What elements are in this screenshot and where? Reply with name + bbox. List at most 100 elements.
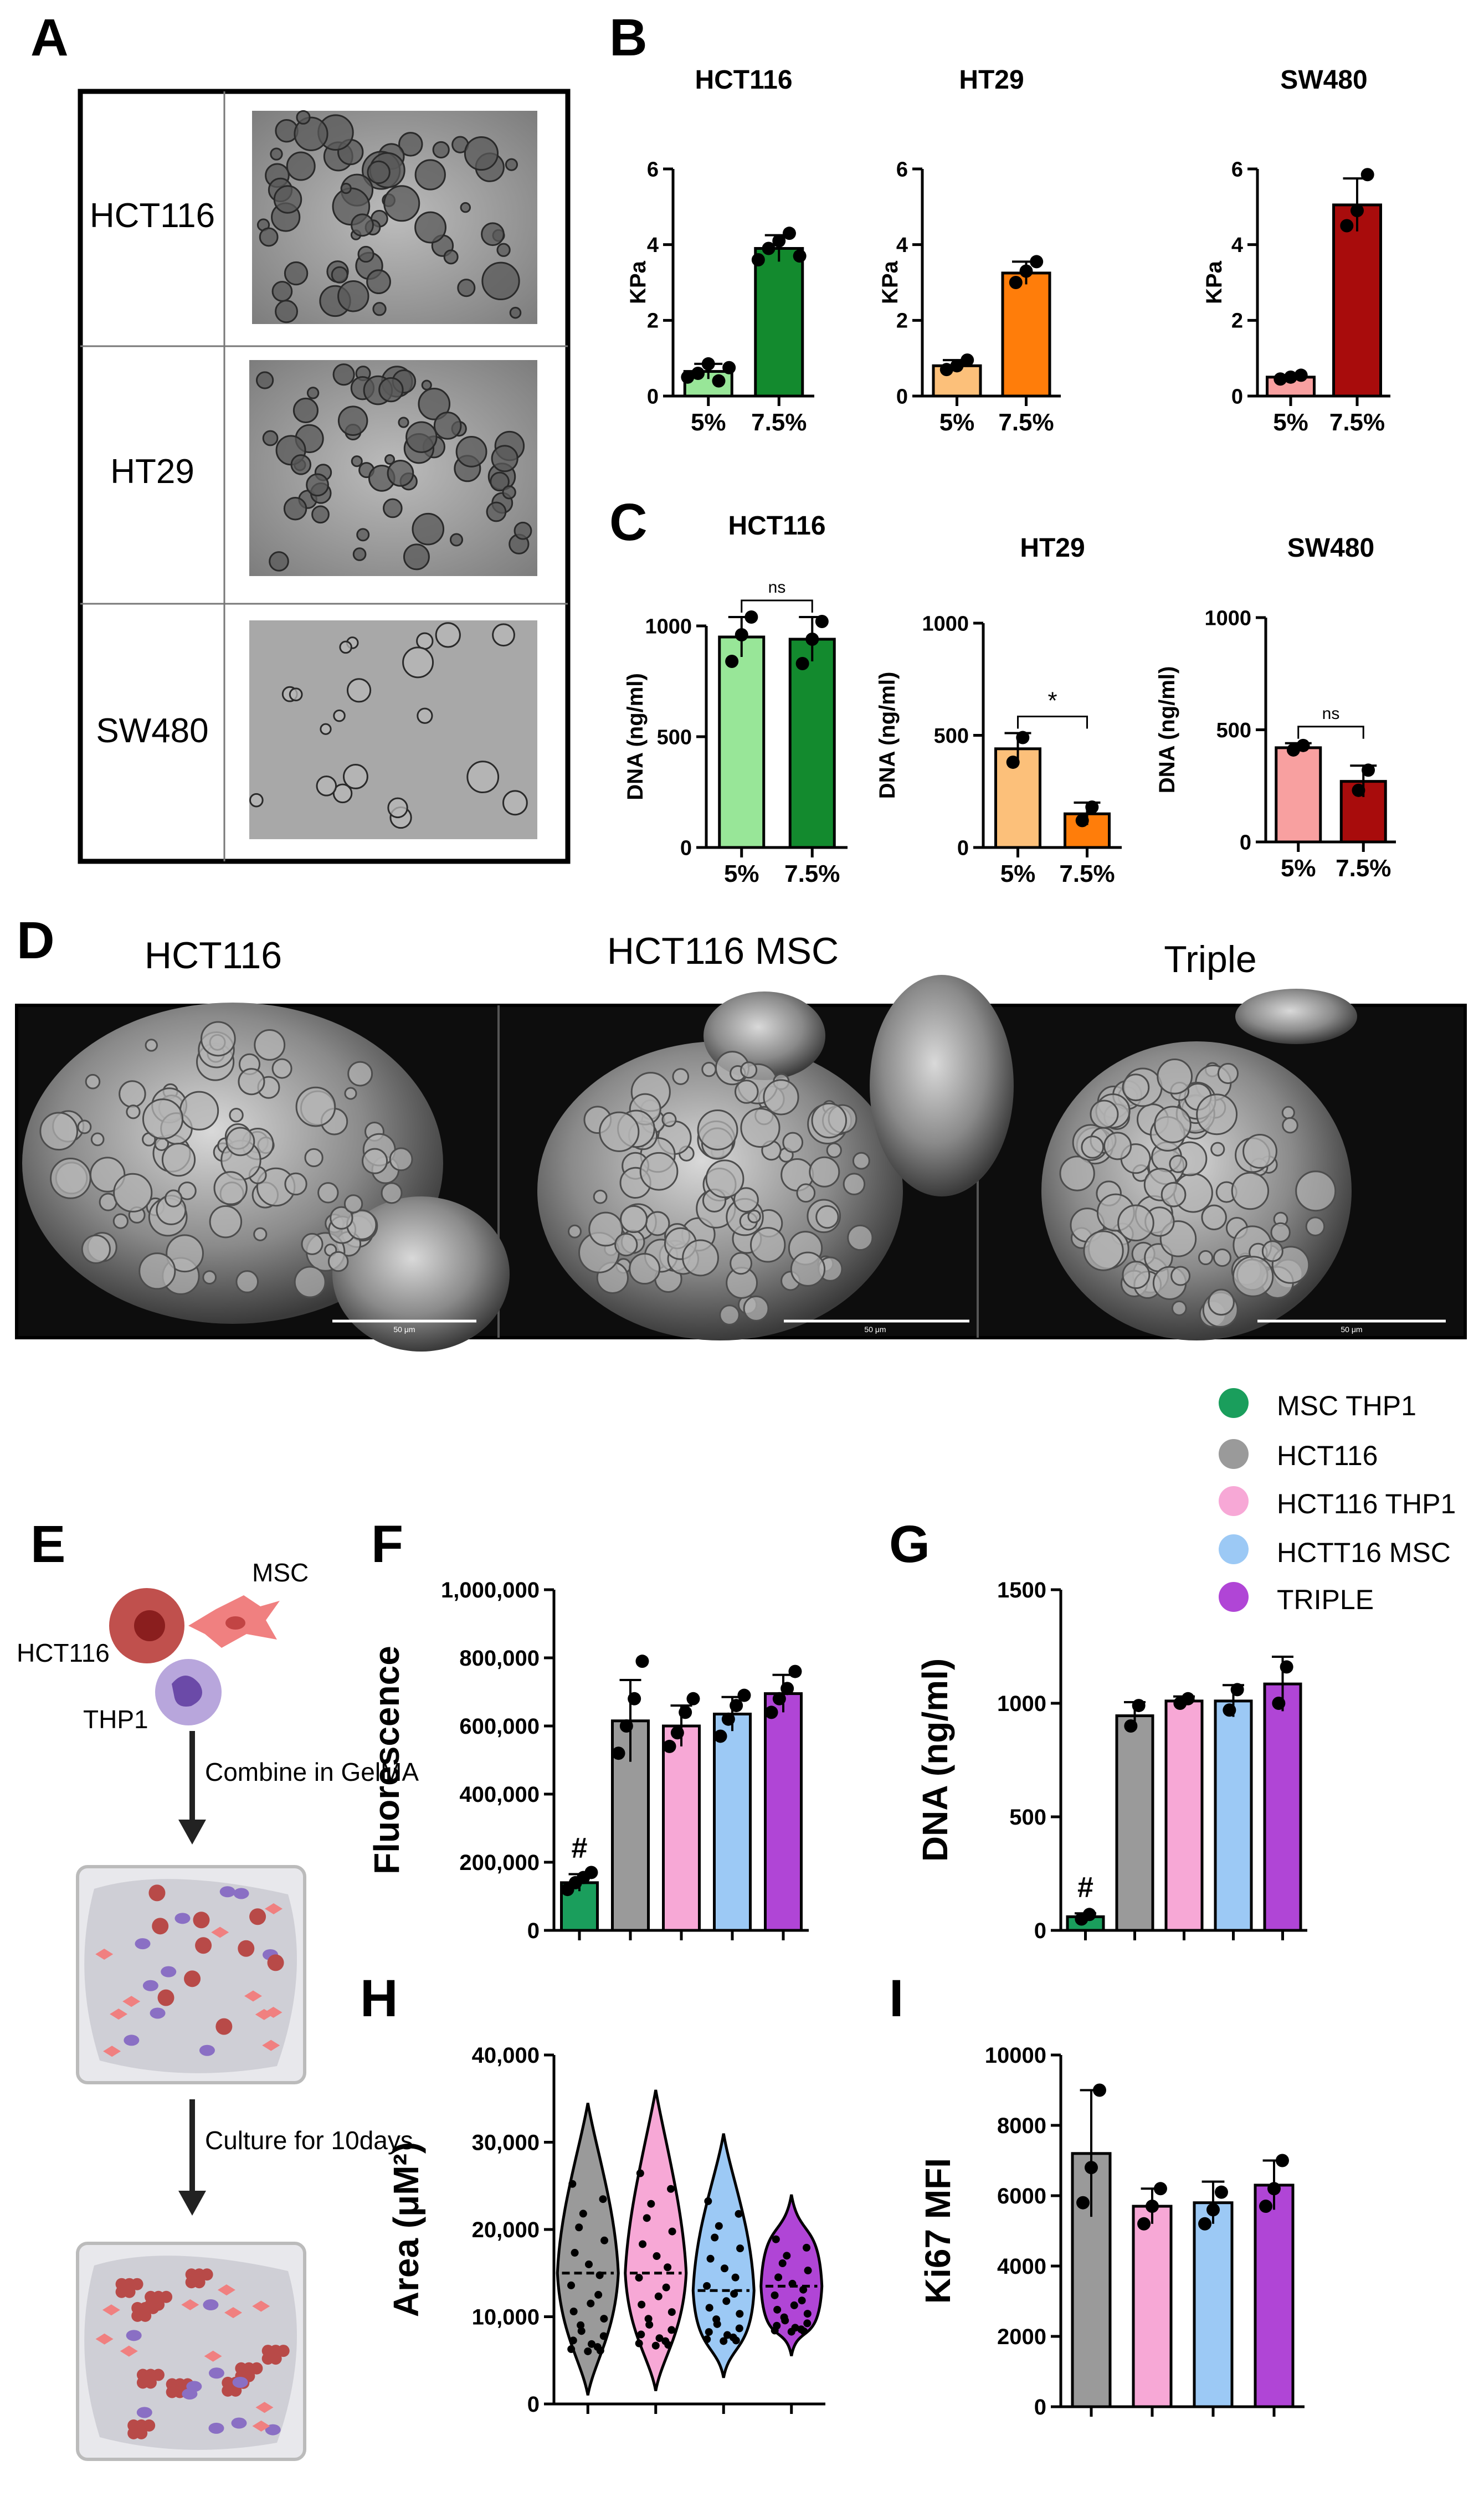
sem-cell: [1282, 1117, 1298, 1134]
sem-cell: [1217, 1062, 1239, 1085]
significance-label: ns: [768, 578, 786, 597]
legend-label-triple: TRIPLE: [1277, 1584, 1374, 1615]
y-axis-label: Ki67 MFI: [918, 2158, 958, 2304]
micro-cell: [384, 454, 396, 465]
bar: [1001, 271, 1051, 398]
violin-point: [661, 2337, 670, 2345]
cell-label-hct116: HCT116: [17, 1638, 110, 1667]
micro-cell: [421, 379, 432, 391]
gel-thp1-cell: [126, 2330, 142, 2341]
y-tick-label: 500: [934, 725, 969, 748]
violin-point: [571, 2249, 579, 2257]
gel-tumor-cell: [157, 1989, 174, 2006]
sem-cell: [614, 1232, 638, 1257]
y-tick-label: 4000: [997, 2254, 1046, 2279]
gel-tumor-cell: [152, 2369, 165, 2381]
y-tick-label: 0: [647, 385, 659, 408]
violin-point: [773, 2305, 782, 2314]
msc-cell-icon: [188, 1595, 280, 1648]
bar: [662, 1724, 701, 1932]
y-tick-label: 30,000: [472, 2131, 540, 2155]
micro-cell: [509, 306, 522, 319]
micro-cell: [311, 505, 330, 524]
violin-point: [579, 2210, 587, 2218]
micro-cell: [270, 147, 283, 161]
y-tick-label: 1000: [922, 612, 969, 635]
y-tick-label: 0: [896, 385, 908, 408]
micro-cell: [294, 116, 328, 151]
bar: [1132, 2205, 1173, 2408]
y-tick-label: 4: [647, 234, 659, 257]
micro-cell: [496, 243, 511, 257]
significance-label: ns: [1322, 705, 1340, 723]
data-point: [691, 367, 705, 380]
sem-cell: [620, 1205, 648, 1234]
micro-cell: [249, 793, 264, 808]
violin-point: [803, 2319, 812, 2328]
gel-msc-cell: [264, 1903, 283, 1914]
sem-cell: [347, 1061, 373, 1087]
panel-d: HCT116 HCT116 MSC Triple 50 μm 50 μm 50 …: [15, 930, 1467, 1352]
legend-swatch-hct116-thp1: [1219, 1486, 1249, 1516]
annotation-label: #: [572, 1832, 588, 1864]
sem-cell: [1122, 1073, 1150, 1101]
gel-tumor-cell: [249, 1908, 266, 1925]
violin-point: [575, 2223, 583, 2232]
micro-cell: [398, 132, 423, 157]
violin-point: [600, 2236, 609, 2244]
violin-point: [599, 2195, 607, 2203]
violin-point: [788, 2279, 797, 2288]
panel-d-title-triple: Triple: [1164, 938, 1257, 980]
chart-title: HT29: [959, 65, 1024, 95]
panel-a-row-label-sw480: SW480: [96, 712, 208, 750]
sem-cell: [284, 1172, 307, 1196]
sem-cell: [200, 1021, 236, 1057]
gel-thp1-cell: [203, 2299, 219, 2311]
data-point: [1340, 219, 1354, 233]
data-point: [788, 1664, 802, 1678]
data-point: [713, 1729, 727, 1743]
bar: [754, 247, 804, 398]
micro-cell: [275, 300, 299, 323]
sem-cell: [1122, 1261, 1151, 1289]
y-axis-label: DNA (ng/ml): [915, 1658, 955, 1862]
sem-cell: [389, 1147, 413, 1172]
data-point: [619, 1719, 633, 1733]
sem-cell: [815, 1205, 839, 1229]
micro-cell: [405, 421, 438, 453]
data-point: [1082, 1908, 1096, 1922]
gel-thp1-cell: [232, 2376, 248, 2388]
data-point: [681, 370, 695, 384]
x-tick-label: 7.5%: [751, 409, 807, 436]
sem-cell: [750, 1227, 786, 1263]
x-tick-label: 5%: [1281, 855, 1316, 882]
sem-cell: [672, 1068, 690, 1085]
sem-cell: [142, 1098, 184, 1140]
sem-cell: [209, 1205, 243, 1239]
y-tick-label: 6: [647, 158, 659, 181]
micro-cell: [352, 547, 367, 561]
micro-cell: [366, 269, 391, 295]
gel-thp1-cell: [124, 2035, 140, 2046]
gel-tumor-cell: [131, 2278, 143, 2290]
violin-point: [772, 2235, 780, 2243]
y-tick-label: 2: [647, 310, 659, 333]
gel-tumor-cell: [267, 1954, 284, 1971]
sem-cell: [178, 1181, 197, 1200]
micro-cell: [416, 632, 434, 650]
y-tick-label: 4: [1231, 234, 1243, 257]
gel-msc-cell: [255, 2402, 274, 2413]
data-point: [1019, 264, 1033, 278]
violin-point: [636, 2169, 644, 2177]
data-point: [1223, 1703, 1236, 1717]
sem-cell: [782, 1132, 804, 1153]
data-point: [939, 363, 953, 377]
x-tick-label: 7.5%: [1336, 855, 1391, 882]
significance-bracket: [1017, 715, 1088, 729]
sem-cell: [254, 1029, 286, 1061]
data-point: [628, 1692, 641, 1705]
sem-cell: [327, 1251, 349, 1272]
micro-cell: [387, 797, 408, 819]
y-tick-label: 400,000: [459, 1782, 540, 1807]
chart-b1: 0 2 4 6 KPa HCT116 5% 7.5%: [626, 65, 814, 436]
